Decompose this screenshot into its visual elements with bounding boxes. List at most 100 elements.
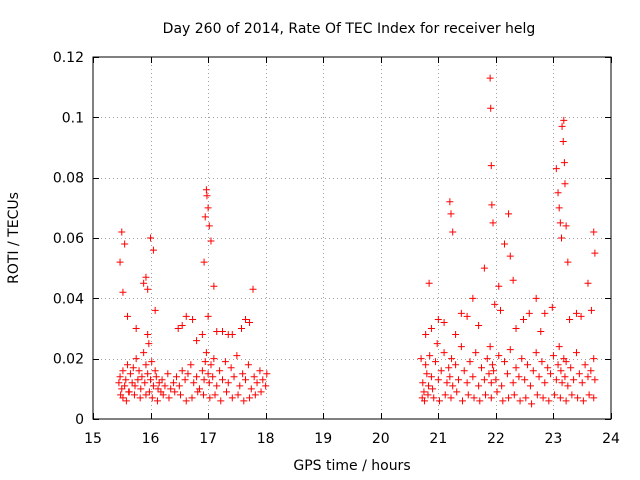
data-point xyxy=(210,355,218,363)
data-point xyxy=(587,306,595,314)
data-point xyxy=(251,391,259,399)
data-point xyxy=(490,367,498,375)
data-point xyxy=(562,397,570,405)
x-tick-label: 22 xyxy=(487,431,505,447)
data-point xyxy=(443,379,451,387)
y-tick-label: 0.06 xyxy=(53,231,84,247)
data-point xyxy=(142,361,150,369)
data-point xyxy=(437,367,445,375)
data-point xyxy=(495,282,503,290)
data-point xyxy=(552,376,560,384)
data-point xyxy=(425,382,433,390)
data-point xyxy=(506,252,514,260)
data-point xyxy=(207,237,215,245)
data-point xyxy=(417,355,425,363)
data-point xyxy=(532,349,540,357)
data-point xyxy=(489,219,497,227)
data-point xyxy=(216,367,224,375)
data-point xyxy=(568,391,576,399)
data-point xyxy=(555,343,563,351)
data-point xyxy=(174,325,182,332)
data-point xyxy=(420,388,428,396)
data-point xyxy=(470,394,478,402)
data-point xyxy=(578,379,586,387)
data-point xyxy=(556,219,564,227)
data-point xyxy=(217,397,225,405)
data-point xyxy=(149,246,157,254)
data-point xyxy=(204,204,212,212)
data-point xyxy=(132,355,140,363)
data-point xyxy=(237,325,245,332)
data-point xyxy=(263,370,271,378)
data-point xyxy=(116,373,124,381)
data-point xyxy=(178,321,186,329)
y-tick-label: 0.12 xyxy=(53,50,84,66)
data-points xyxy=(115,74,599,408)
x-tick-label: 23 xyxy=(545,431,563,447)
data-point xyxy=(434,315,442,323)
data-point xyxy=(239,370,247,378)
data-point xyxy=(132,325,140,332)
data-point xyxy=(487,104,495,112)
data-point xyxy=(142,391,150,399)
data-point xyxy=(224,379,232,387)
data-point xyxy=(227,364,235,372)
data-point xyxy=(187,361,195,369)
data-point xyxy=(487,394,495,402)
data-point xyxy=(182,397,190,405)
y-tick-label: 0.04 xyxy=(53,291,84,307)
data-point xyxy=(423,370,431,378)
data-point xyxy=(539,394,547,402)
data-point xyxy=(453,388,461,396)
data-point xyxy=(116,258,124,266)
data-point xyxy=(221,358,229,366)
data-point xyxy=(566,315,574,323)
data-point xyxy=(151,306,159,314)
data-point xyxy=(134,376,142,384)
data-point xyxy=(446,373,454,381)
data-point xyxy=(119,394,127,402)
data-point xyxy=(140,349,148,357)
data-point xyxy=(181,376,189,384)
data-point xyxy=(440,349,448,357)
data-point xyxy=(145,388,153,396)
data-point xyxy=(548,303,556,311)
data-point xyxy=(574,394,582,402)
data-point xyxy=(124,361,132,369)
x-tick-label: 20 xyxy=(372,431,390,447)
data-point xyxy=(558,379,566,387)
data-point xyxy=(469,294,477,302)
data-point xyxy=(422,331,430,339)
data-point xyxy=(172,373,180,381)
data-point xyxy=(119,367,127,375)
data-point xyxy=(469,373,477,381)
data-point xyxy=(144,331,152,339)
data-point xyxy=(496,306,504,314)
data-point xyxy=(535,373,543,381)
data-point xyxy=(585,391,593,399)
data-point xyxy=(590,228,598,236)
data-point xyxy=(178,367,186,375)
data-point xyxy=(167,385,175,393)
data-point xyxy=(486,343,494,351)
data-point xyxy=(121,240,129,248)
data-point xyxy=(202,349,210,357)
data-point xyxy=(198,367,206,375)
data-point xyxy=(591,376,599,384)
data-point xyxy=(475,321,483,329)
data-point xyxy=(171,388,179,396)
x-tick-label: 21 xyxy=(429,431,447,447)
data-point xyxy=(201,358,209,366)
data-point xyxy=(145,340,153,348)
data-point xyxy=(228,394,236,402)
data-point xyxy=(501,358,509,366)
data-point xyxy=(452,331,460,339)
data-point xyxy=(176,391,184,399)
data-point xyxy=(236,382,244,390)
data-point xyxy=(495,352,503,360)
data-point xyxy=(503,370,511,378)
data-point xyxy=(119,288,127,296)
data-point xyxy=(159,391,167,399)
data-point xyxy=(148,394,156,402)
data-point xyxy=(505,210,513,218)
